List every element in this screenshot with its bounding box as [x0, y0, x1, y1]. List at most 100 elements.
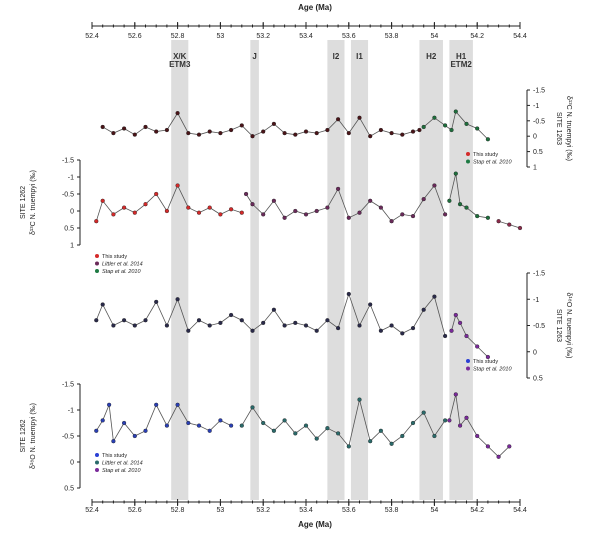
data-point	[325, 205, 330, 210]
data-point	[250, 202, 255, 207]
y-tick-label: -1	[533, 103, 539, 110]
y-tick-label: -0.5	[533, 323, 545, 330]
data-point	[496, 454, 501, 459]
data-point	[432, 433, 437, 439]
data-point	[336, 431, 341, 436]
legend-label: Stap et al. 2010	[102, 468, 141, 474]
data-point	[303, 423, 309, 428]
data-point	[410, 420, 416, 426]
data-point	[517, 225, 523, 231]
legend-label: This study	[473, 152, 498, 158]
legend-marker	[95, 261, 99, 266]
x-tick-label-top: 53.8	[385, 33, 399, 40]
data-point	[271, 307, 276, 312]
data-point	[336, 117, 341, 122]
data-point	[368, 198, 373, 203]
data-point	[410, 326, 416, 331]
data-point	[271, 198, 276, 203]
series-line-littler-et-al-2014	[245, 184, 446, 222]
data-point	[389, 219, 394, 224]
data-point	[271, 428, 276, 433]
legend-marker	[466, 159, 470, 164]
data-point	[100, 124, 105, 130]
legend-marker	[95, 453, 99, 457]
data-point	[447, 198, 452, 203]
x-tick-label-top: 53.4	[299, 33, 313, 40]
data-point	[271, 121, 276, 126]
data-point	[293, 132, 298, 137]
data-point	[457, 320, 463, 325]
legend-label: Stap et al. 2010	[473, 367, 512, 373]
data-point	[421, 410, 426, 415]
data-point	[293, 431, 298, 436]
data-point	[132, 132, 137, 137]
data-point	[196, 210, 202, 215]
data-point	[154, 402, 159, 407]
data-point	[400, 433, 405, 439]
data-point	[325, 426, 330, 431]
data-point	[218, 320, 223, 325]
x-tick-label-bottom: 54.4	[513, 507, 527, 514]
data-point	[303, 129, 309, 134]
data-point	[346, 291, 351, 297]
data-point	[229, 207, 234, 212]
event-label-4: H2	[426, 52, 437, 61]
data-point	[346, 444, 351, 449]
data-point	[164, 127, 169, 133]
x-tick-label-bottom: 54.2	[470, 507, 484, 514]
data-point	[357, 323, 362, 328]
data-point	[447, 418, 452, 423]
data-point	[336, 326, 341, 331]
data-point	[464, 333, 469, 339]
data-point	[303, 323, 309, 328]
data-point	[314, 436, 319, 441]
x-tick-label-bottom: 52.8	[171, 507, 185, 514]
data-point	[325, 318, 330, 323]
x-tick-label-top: 52.6	[128, 33, 142, 40]
data-point	[218, 212, 223, 217]
legend-marker	[95, 269, 99, 273]
data-point	[293, 320, 298, 325]
data-point	[261, 129, 266, 134]
data-point	[336, 186, 341, 191]
data-point	[111, 212, 116, 217]
y-tick-label: 1	[533, 165, 537, 172]
x-tick-label-bottom: 54	[431, 507, 439, 514]
data-point	[121, 205, 127, 210]
y-tick-label: -1.5	[62, 158, 74, 165]
y-tick-label: -0.5	[62, 192, 74, 199]
legend-label: Littler et al. 2014	[102, 461, 143, 467]
y-tick-label: 0	[533, 134, 537, 141]
data-point	[132, 210, 137, 215]
data-point	[229, 312, 234, 318]
data-point	[368, 439, 373, 444]
x-tick-label-top: 53.6	[342, 33, 356, 40]
data-point	[378, 328, 383, 333]
data-point	[100, 418, 105, 423]
event-label-5: H1	[456, 52, 467, 61]
data-point	[485, 137, 490, 142]
panel-y-axis-label: δ¹³C N. truempyi (‰)	[565, 96, 572, 161]
x-tick-label-top: 54.2	[470, 33, 484, 40]
event-band-1	[250, 40, 259, 500]
data-point	[282, 215, 287, 220]
data-point	[485, 354, 490, 360]
data-point	[261, 320, 266, 325]
data-point	[449, 328, 454, 333]
data-point	[475, 433, 480, 439]
legend-label: This study	[473, 359, 498, 365]
legend-marker	[95, 460, 99, 465]
data-point	[453, 109, 458, 114]
event-band-2	[327, 40, 345, 500]
y-tick-label: -1	[68, 175, 74, 182]
x-tick-label-top: 53.2	[256, 33, 270, 40]
data-point	[186, 328, 191, 333]
data-point	[250, 405, 255, 410]
legend-marker	[95, 254, 99, 258]
y-tick-label: 0	[70, 460, 74, 467]
data-point	[250, 134, 255, 139]
x-tick-label-bottom: 53.8	[385, 507, 399, 514]
data-point	[443, 418, 448, 423]
axes-layer: 52.4 52.6 52.8 53 53.2 53.4 53.6 53.8 54 54.2 54.4…	[20, 22, 572, 514]
